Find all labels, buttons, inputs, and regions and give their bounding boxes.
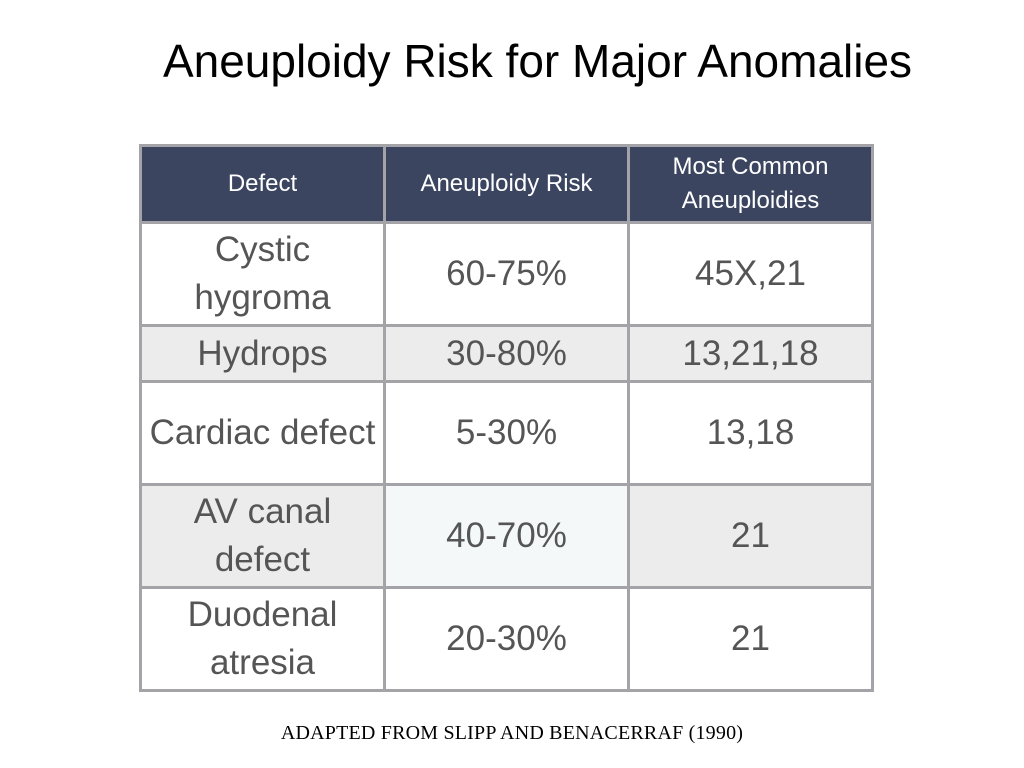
cell-risk: 20-30% [383,586,630,692]
cell-risk: 30-80% [383,324,630,383]
cell-risk: 60-75% [383,221,630,327]
risk-table: Defect Aneuploidy Risk Most Common Aneup… [139,144,874,692]
cell-aneuploidies: 13,18 [627,380,874,486]
table-row: Hydrops 30-80% 13,21,18 [139,324,874,383]
cell-defect: Duodenal atresia [139,586,386,692]
table-row: Cardiac defect 5-30% 13,18 [139,380,874,486]
slide-title: Aneuploidy Risk for Major Anomalies [162,35,913,87]
cell-aneuploidies: 21 [627,483,874,589]
source-caption: ADAPTED FROM SLIPP AND BENACERRAF (1990) [280,722,744,744]
cell-risk: 40-70% [383,483,630,589]
cell-defect: Cardiac defect [139,380,386,486]
cell-aneuploidies: 13,21,18 [627,324,874,383]
table-row: Cystic hygroma 60-75% 45X,21 [139,221,874,327]
header-aneuploidy-risk: Aneuploidy Risk [383,144,630,224]
cell-aneuploidies: 21 [627,586,874,692]
table-row: AV canal defect 40-70% 21 [139,483,874,589]
cell-defect: Hydrops [139,324,386,383]
risk-table-container: Defect Aneuploidy Risk Most Common Aneup… [139,144,874,692]
table-row: Duodenal atresia 20-30% 21 [139,586,874,692]
header-most-common-aneuploidies: Most Common Aneuploidies [627,144,874,224]
cell-defect: AV canal defect [139,483,386,589]
table-header-row: Defect Aneuploidy Risk Most Common Aneup… [139,144,874,224]
header-defect: Defect [139,144,386,224]
cell-aneuploidies: 45X,21 [627,221,874,327]
cell-defect: Cystic hygroma [139,221,386,327]
cell-risk: 5-30% [383,380,630,486]
